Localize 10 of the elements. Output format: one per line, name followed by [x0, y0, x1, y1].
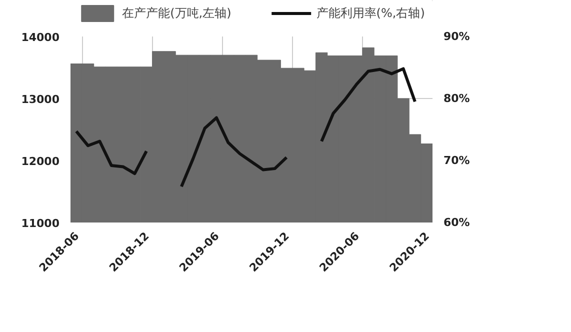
legend-label: 产能利用率(%,右轴) [316, 4, 425, 22]
y2-tick-label: 60% [444, 216, 470, 229]
y-tick-label: 11000 [21, 217, 60, 230]
y2-tick-label: 90% [444, 30, 470, 43]
y-tick-label: 14000 [21, 31, 60, 44]
y2-tick-label: 70% [444, 154, 470, 167]
legend-label: 在产产能(万吨,左轴) [122, 4, 232, 22]
y-tick-label: 12000 [21, 155, 60, 168]
y2-tick-label: 80% [444, 92, 470, 105]
y-tick-label: 13000 [21, 93, 60, 106]
